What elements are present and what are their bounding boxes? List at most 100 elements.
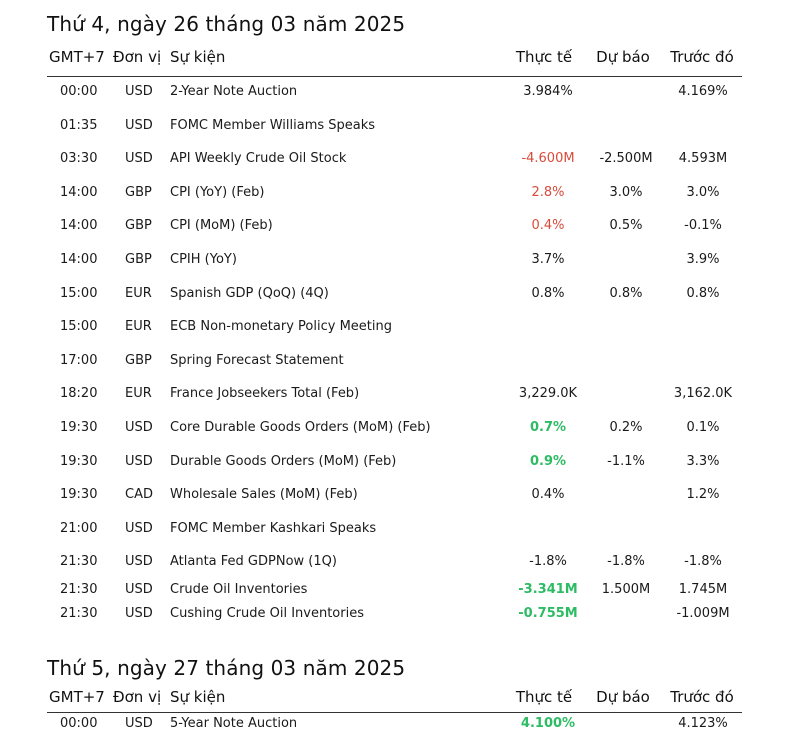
event-time: 21:30 [60, 606, 98, 621]
event-currency: GBP [125, 185, 152, 200]
table-header: GMT+7 Đơn vị Sự kiện Thực tế Dự báo Trước đó [0, 688, 786, 712]
event-row[interactable]: 00:00 USD 2-Year Note Auction 3.984% 4.169% [0, 84, 786, 104]
event-forecast: 0.5% [609, 218, 643, 233]
event-row[interactable]: 14:00 GBP CPI (YoY) (Feb) 2.8% 3.0% 3.0% [0, 185, 786, 205]
event-time: 17:00 [60, 353, 98, 368]
event-time: 01:35 [60, 118, 98, 133]
header-divider [47, 712, 742, 713]
event-row[interactable]: 14:00 GBP CPI (MoM) (Feb) 0.4% 0.5% -0.1% [0, 218, 786, 238]
event-currency: USD [125, 84, 153, 99]
header-gmt: GMT+7 [49, 48, 105, 66]
table-header: GMT+7 Đơn vị Sự kiện Thực tế Dự báo Trước đó [0, 48, 786, 72]
event-name: Cushing Crude Oil Inventories [170, 606, 364, 621]
event-time: 19:30 [60, 487, 98, 502]
event-name: Durable Goods Orders (MoM) (Feb) [170, 454, 397, 469]
event-row[interactable]: 18:20 EUR France Jobseekers Total (Feb) 3,2… [0, 386, 786, 406]
event-currency: EUR [125, 386, 152, 401]
event-currency: USD [125, 521, 153, 536]
event-forecast: -1.8% [607, 554, 645, 569]
header-event: Sự kiện [170, 48, 226, 66]
event-previous: 3.3% [686, 454, 720, 469]
day-title: Thứ 4, ngày 26 tháng 03 năm 2025 [47, 12, 406, 36]
event-name: Spring Forecast Statement [170, 353, 344, 368]
event-row[interactable]: 00:00 USD 5-Year Note Auction 4.100% 4.123% [0, 716, 786, 736]
header-forecast: Dự báo [596, 48, 650, 66]
event-row[interactable]: 19:30 USD Durable Goods Orders (MoM) (Feb)… [0, 454, 786, 474]
event-row[interactable]: 21:30 USD Cushing Crude Oil Inventories -0.… [0, 606, 786, 626]
event-name: 5-Year Note Auction [170, 716, 298, 731]
event-name: CPIH (YoY) [170, 252, 237, 267]
event-previous: 4.593M [678, 151, 728, 166]
header-gmt: GMT+7 [49, 688, 105, 706]
event-row[interactable]: 19:30 CAD Wholesale Sales (MoM) (Feb) 0.4% 1… [0, 487, 786, 507]
event-name: CPI (MoM) (Feb) [170, 218, 273, 233]
event-name: API Weekly Crude Oil Stock [170, 151, 347, 166]
event-actual: -4.600M [521, 151, 575, 166]
event-previous: 3.0% [686, 185, 720, 200]
event-currency: USD [125, 554, 153, 569]
event-previous: 0.8% [686, 286, 720, 301]
event-row[interactable]: 17:00 GBP Spring Forecast Statement [0, 353, 786, 373]
event-currency: USD [125, 582, 153, 597]
event-currency: CAD [125, 487, 153, 502]
event-row[interactable]: 15:00 EUR Spanish GDP (QoQ) (4Q) 0.8% 0.8% 0.… [0, 286, 786, 306]
event-time: 00:00 [60, 716, 98, 731]
event-time: 21:30 [60, 582, 98, 597]
event-name: Core Durable Goods Orders (MoM) (Feb) [170, 420, 431, 435]
event-actual: 2.8% [531, 185, 565, 200]
event-row[interactable]: 21:30 USD Crude Oil Inventories -3.341M 1.50… [0, 582, 786, 602]
header-actual: Thực tế [515, 688, 573, 706]
event-currency: USD [125, 606, 153, 621]
event-name: Wholesale Sales (MoM) (Feb) [170, 487, 358, 502]
event-time: 18:20 [60, 386, 98, 401]
header-forecast: Dự báo [596, 688, 650, 706]
event-row[interactable]: 14:00 GBP CPIH (YoY) 3.7% 3.9% [0, 252, 786, 272]
header-currency: Đơn vị [113, 48, 162, 66]
event-row[interactable]: 01:35 USD FOMC Member Williams Speaks [0, 118, 786, 138]
event-time: 21:30 [60, 554, 98, 569]
event-time: 00:00 [60, 84, 98, 99]
event-currency: EUR [125, 319, 152, 334]
event-name: France Jobseekers Total (Feb) [170, 386, 360, 401]
event-actual: -3.341M [518, 582, 578, 597]
event-previous: 1.745M [678, 582, 728, 597]
event-actual: 0.4% [531, 218, 565, 233]
event-forecast: 0.2% [609, 420, 643, 435]
event-name: Crude Oil Inventories [170, 582, 308, 597]
event-actual: 3.7% [531, 252, 565, 267]
event-currency: USD [125, 151, 153, 166]
event-row[interactable]: 21:00 USD FOMC Member Kashkari Speaks [0, 521, 786, 541]
event-actual: 0.8% [531, 286, 565, 301]
event-previous: -0.1% [684, 218, 722, 233]
header-event: Sự kiện [170, 688, 226, 706]
event-time: 14:00 [60, 185, 98, 200]
event-row[interactable]: 15:00 EUR ECB Non-monetary Policy Meeting [0, 319, 786, 339]
event-time: 03:30 [60, 151, 98, 166]
event-time: 14:00 [60, 218, 98, 233]
event-previous: -1.8% [684, 554, 722, 569]
header-previous: Trước đó [670, 688, 734, 706]
event-name: CPI (YoY) (Feb) [170, 185, 265, 200]
event-forecast: 1.500M [601, 582, 651, 597]
event-previous: 4.123% [678, 716, 728, 731]
event-time: 19:30 [60, 420, 98, 435]
event-actual: 3,229.0K [518, 386, 578, 401]
day-title: Thứ 5, ngày 27 tháng 03 năm 2025 [47, 656, 406, 680]
event-actual: 0.4% [531, 487, 565, 502]
header-currency: Đơn vị [113, 688, 162, 706]
header-divider [47, 76, 742, 77]
event-name: Spanish GDP (QoQ) (4Q) [170, 286, 329, 301]
event-row[interactable]: 03:30 USD API Weekly Crude Oil Stock -4.600… [0, 151, 786, 171]
event-actual: 4.100% [520, 716, 576, 731]
event-name: FOMC Member Williams Speaks [170, 118, 376, 133]
event-previous: 4.169% [678, 84, 728, 99]
event-currency: USD [125, 420, 153, 435]
event-name: 2-Year Note Auction [170, 84, 298, 99]
event-row[interactable]: 19:30 USD Core Durable Goods Orders (MoM) … [0, 420, 786, 440]
event-currency: USD [125, 454, 153, 469]
event-forecast: 3.0% [609, 185, 643, 200]
event-previous: 3,162.0K [673, 386, 733, 401]
event-actual: -1.8% [529, 554, 567, 569]
event-actual: -0.755M [518, 606, 578, 621]
event-row[interactable]: 21:30 USD Atlanta Fed GDPNow (1Q) -1.8% -1.8… [0, 554, 786, 574]
